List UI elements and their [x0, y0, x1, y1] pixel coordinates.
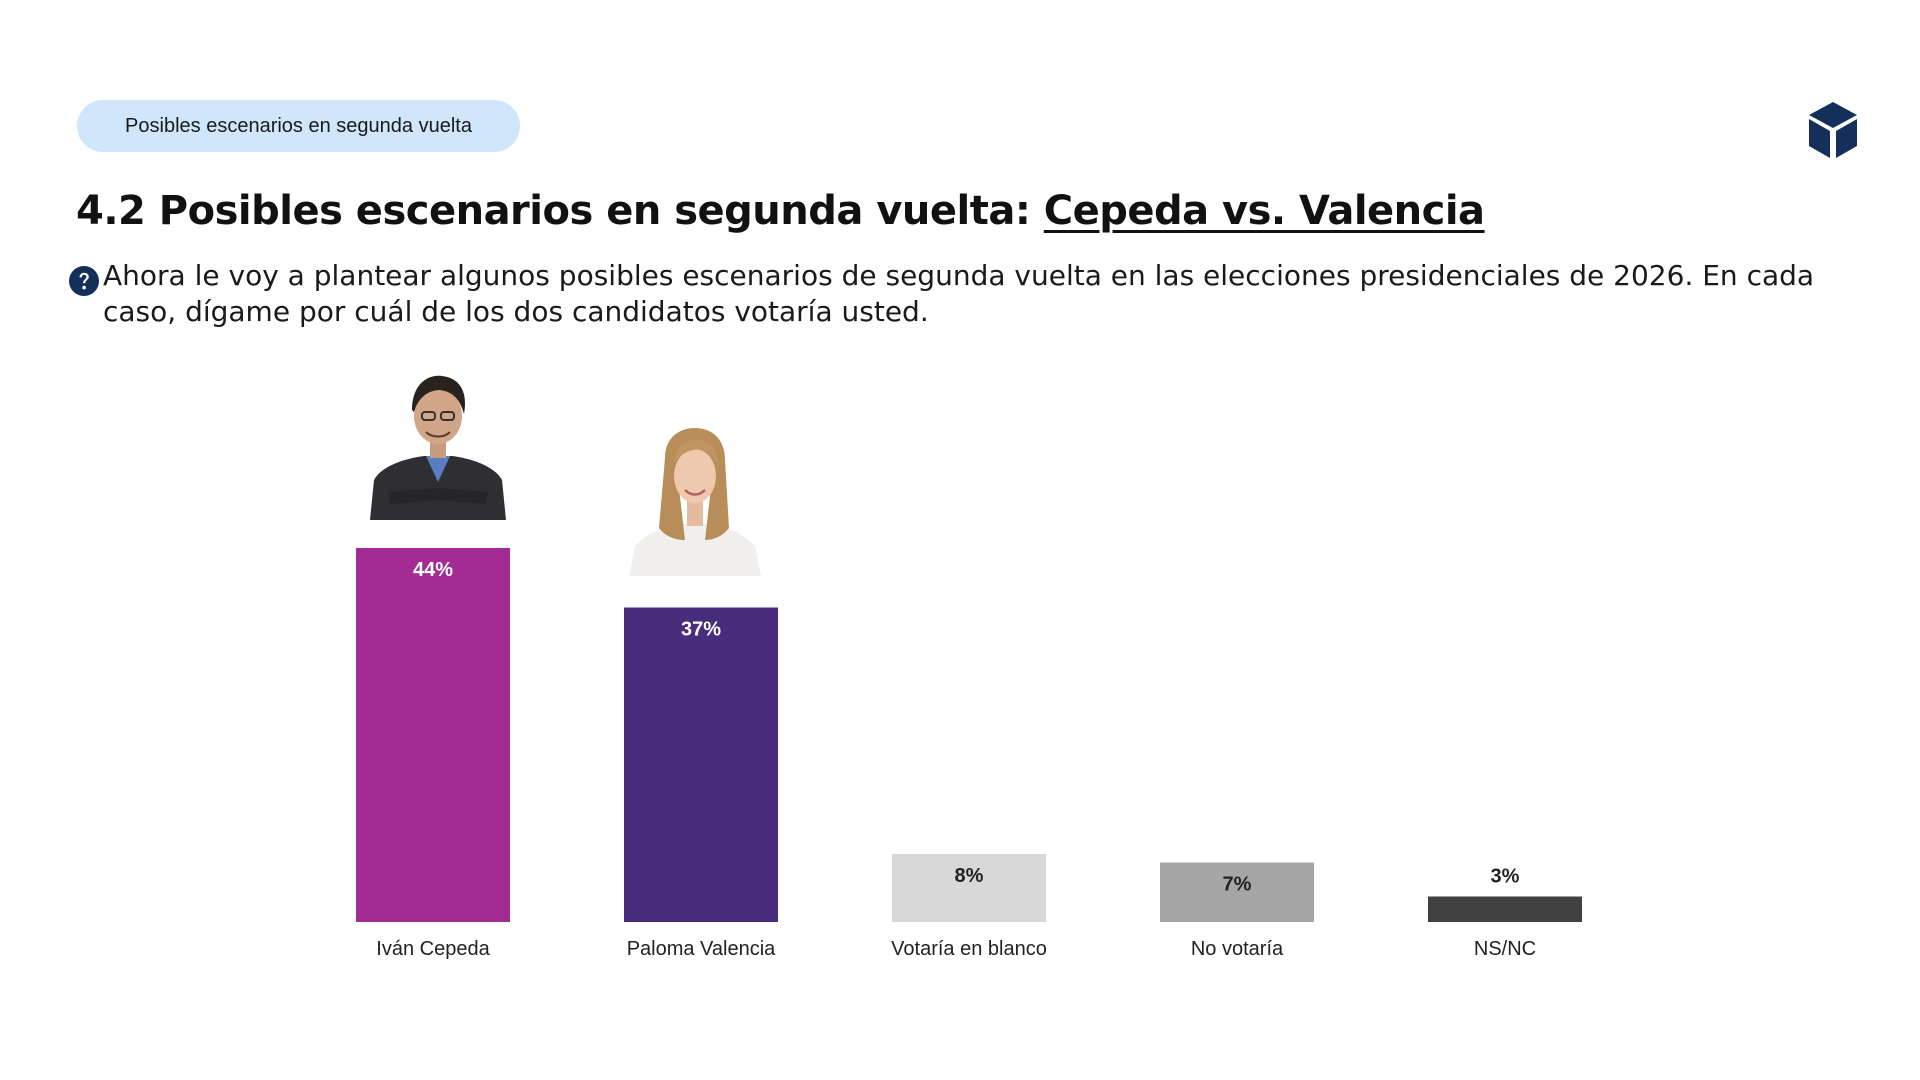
ivan-cepeda-photo — [368, 370, 508, 520]
page-title: 4.2 Posibles escenarios en segunda vuelt… — [76, 188, 1485, 234]
title-prefix: 4.2 Posibles escenarios en segunda vuelt… — [76, 188, 1044, 234]
question-mark-icon — [69, 266, 99, 296]
category-label-1: Paloma Valencia — [627, 938, 776, 960]
section-tag: Posibles escenarios en segunda vuelta — [77, 100, 520, 152]
bar-value-label-2: 8% — [955, 865, 984, 887]
bar-1 — [624, 607, 778, 922]
category-label-2: Votaría en blanco — [891, 938, 1047, 960]
category-label-4: NS/NC — [1474, 938, 1536, 960]
category-label-0: Iván Cepeda — [376, 938, 490, 960]
bar-value-label-3: 7% — [1223, 874, 1252, 896]
paloma-valencia-photo — [625, 428, 765, 576]
survey-question: Ahora le voy a plantear algunos posibles… — [103, 259, 1815, 328]
title-matchup: Cepeda vs. Valencia — [1043, 188, 1485, 234]
bar-4 — [1428, 896, 1582, 922]
cube-logo-icon — [1809, 102, 1857, 158]
bar-value-label-4: 3% — [1491, 866, 1520, 888]
bar-0 — [356, 548, 510, 922]
bar-3 — [1160, 862, 1314, 922]
bar-2 — [892, 854, 1046, 922]
bar-value-label-1: 37% — [681, 619, 721, 641]
category-label-3: No votaría — [1191, 938, 1284, 960]
bar-value-label-0: 44% — [413, 559, 453, 581]
